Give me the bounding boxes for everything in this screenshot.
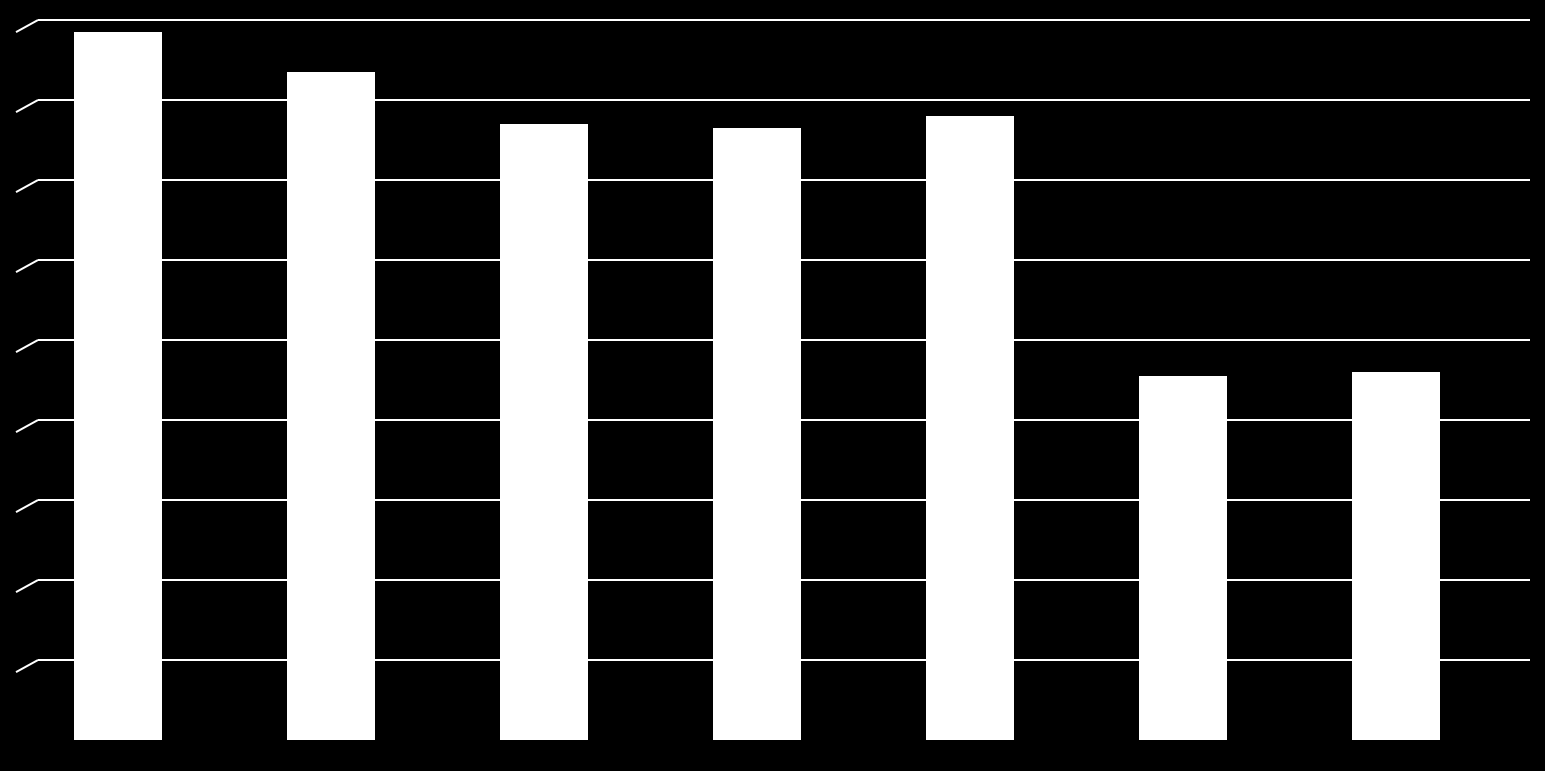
bar <box>287 72 375 740</box>
bar <box>926 116 1014 740</box>
bar <box>500 124 588 740</box>
bar <box>713 128 801 740</box>
bar-chart <box>0 0 1545 771</box>
bar <box>1352 372 1440 740</box>
bar <box>74 32 162 740</box>
bar <box>1139 376 1227 740</box>
